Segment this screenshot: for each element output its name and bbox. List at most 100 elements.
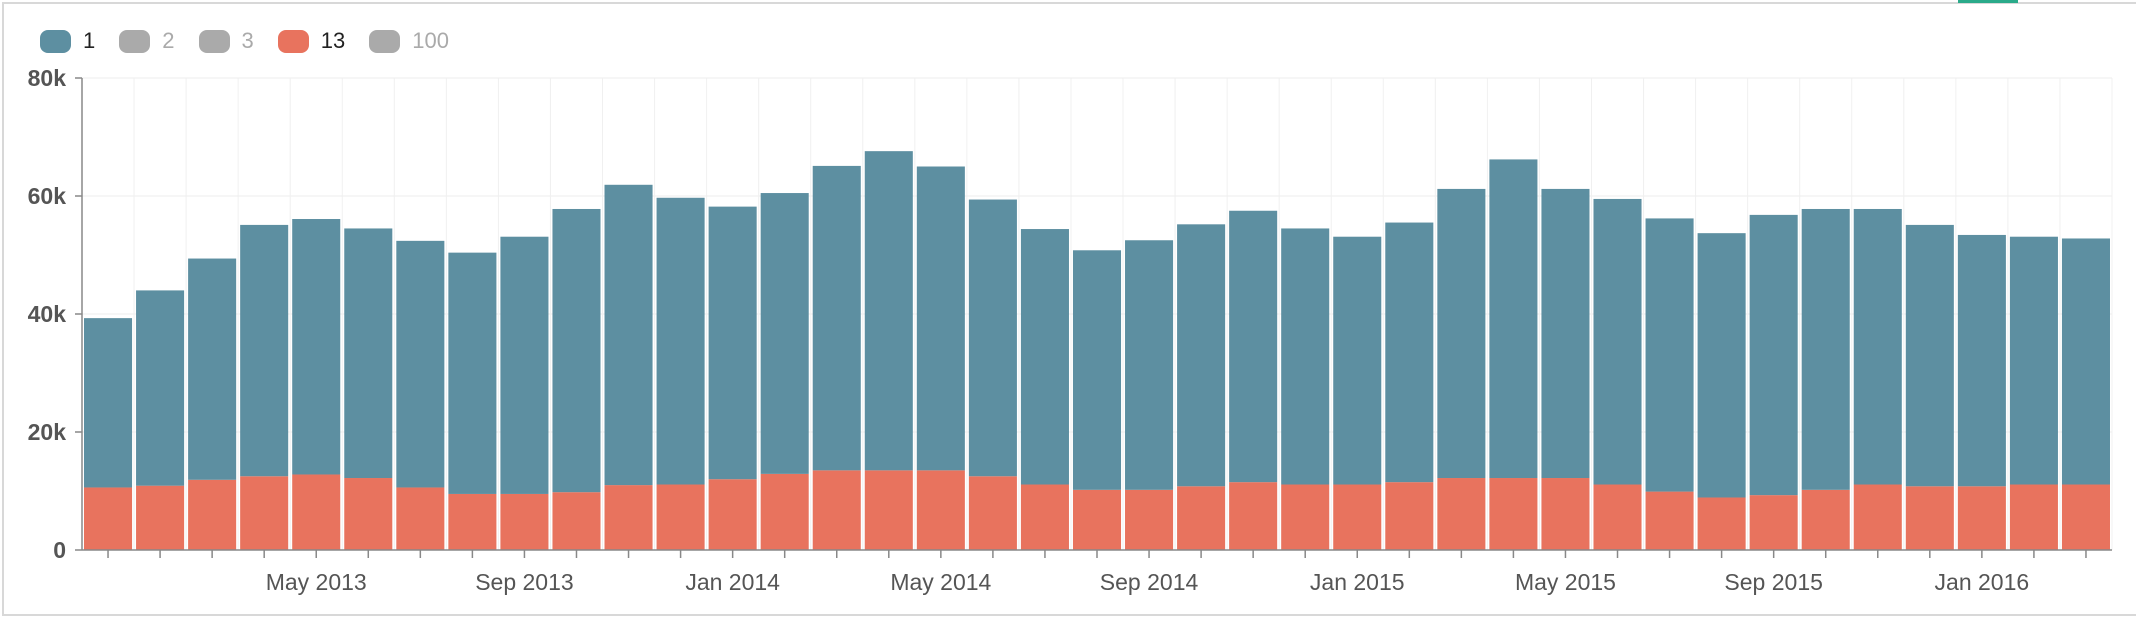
legend-swatch-2 — [119, 29, 151, 53]
bar-13 — [1697, 497, 1746, 550]
bar-13 — [1333, 484, 1382, 550]
bar-1 — [656, 197, 705, 485]
bar-13 — [552, 492, 601, 550]
x-tick-label: Jan 2014 — [685, 569, 780, 595]
bar-13 — [1229, 482, 1278, 550]
bar-13 — [1593, 484, 1642, 550]
bar-1 — [1853, 208, 1902, 485]
bar-1 — [1333, 236, 1382, 485]
legend-label-2: 2 — [162, 28, 175, 53]
bar-13 — [1905, 486, 1954, 550]
x-tick-label: May 2015 — [1515, 569, 1616, 595]
bar-1 — [1437, 188, 1486, 479]
bar-1 — [448, 252, 497, 494]
bar-13 — [1489, 478, 1538, 550]
bar-1 — [1229, 210, 1278, 483]
bar-13 — [1020, 484, 1069, 550]
bar-1 — [1177, 224, 1226, 487]
legend-item-13[interactable]: 13 — [277, 28, 346, 54]
bar-1 — [1125, 240, 1174, 490]
bar-13 — [396, 487, 445, 550]
legend-item-3[interactable]: 3 — [198, 28, 254, 54]
bar-13 — [1125, 489, 1174, 550]
bar-13 — [864, 470, 913, 550]
bar-13 — [84, 487, 133, 550]
x-tick-label: Jan 2015 — [1310, 569, 1405, 595]
bar-13 — [1385, 482, 1434, 550]
bar-1 — [292, 219, 341, 475]
bar-1 — [864, 151, 913, 471]
bar-1 — [1957, 234, 2006, 487]
bar-13 — [1281, 484, 1330, 550]
bar-13 — [708, 479, 757, 550]
y-tick-label: 20k — [28, 419, 67, 445]
bar-1 — [812, 165, 861, 471]
x-tick-label: May 2014 — [890, 569, 991, 595]
bar-1 — [552, 208, 601, 493]
bar-1 — [760, 193, 809, 474]
legend-label-100: 100 — [412, 28, 449, 53]
bar-1 — [968, 199, 1017, 477]
bar-13 — [1072, 489, 1122, 550]
bar-1 — [916, 166, 965, 471]
bar-13 — [1541, 478, 1590, 550]
bar-1 — [1697, 233, 1746, 498]
bar-1 — [1801, 208, 1850, 490]
x-tick-label: Sep 2013 — [475, 569, 573, 595]
bar-13 — [812, 470, 861, 550]
x-tick-label: Jan 2016 — [1935, 569, 2030, 595]
legend-label-3: 3 — [241, 28, 254, 53]
bar-13 — [240, 476, 289, 550]
bar-13 — [656, 484, 705, 550]
x-tick-label: Sep 2014 — [1100, 569, 1199, 595]
bars — [84, 151, 2110, 550]
y-tick-label: 80k — [28, 65, 67, 91]
bar-13 — [292, 474, 341, 550]
bar-13 — [500, 493, 549, 550]
bar-1 — [1020, 229, 1069, 485]
bar-13 — [916, 470, 965, 550]
bar-1 — [2009, 236, 2058, 485]
legend-label-13: 13 — [320, 28, 346, 53]
bar-1 — [1541, 188, 1590, 479]
x-tick-label: May 2013 — [266, 569, 367, 595]
bar-13 — [2009, 484, 2058, 550]
accent-bar — [1958, 0, 2018, 3]
bar-13 — [2061, 484, 2110, 550]
bar-1 — [1385, 222, 1434, 483]
bar-1 — [240, 224, 289, 477]
bar-13 — [188, 479, 237, 550]
bar-13 — [1801, 489, 1850, 550]
bar-1 — [1593, 198, 1642, 485]
bar-1 — [84, 318, 133, 488]
bar-13 — [136, 485, 185, 550]
bar-1 — [1281, 228, 1330, 485]
bar-13 — [1177, 486, 1226, 550]
legend-swatch-1 — [40, 29, 71, 53]
bar-1 — [2061, 238, 2110, 485]
legend-item-100[interactable]: 100 — [369, 28, 449, 54]
bar-1 — [1905, 224, 1954, 487]
bar-1 — [1645, 218, 1694, 492]
bar-13 — [1957, 486, 2006, 550]
bar-1 — [188, 258, 237, 480]
bar-1 — [500, 236, 549, 494]
bar-1 — [1072, 250, 1122, 490]
bar-1 — [1489, 159, 1538, 479]
y-tick-label: 40k — [28, 301, 67, 327]
legend-swatch-100 — [369, 29, 401, 53]
bar-1 — [604, 184, 653, 486]
bar-13 — [1645, 491, 1694, 550]
bar-13 — [760, 473, 809, 550]
legend-item-1[interactable]: 1 — [40, 28, 95, 54]
legend-swatch-13 — [277, 29, 309, 53]
legend: 1 2 3 13 100 — [40, 26, 473, 56]
bar-1 — [1749, 214, 1798, 496]
legend-swatch-3 — [198, 29, 230, 53]
y-tick-label: 60k — [28, 183, 67, 209]
legend-item-2[interactable]: 2 — [119, 28, 175, 54]
bar-1 — [344, 228, 393, 479]
